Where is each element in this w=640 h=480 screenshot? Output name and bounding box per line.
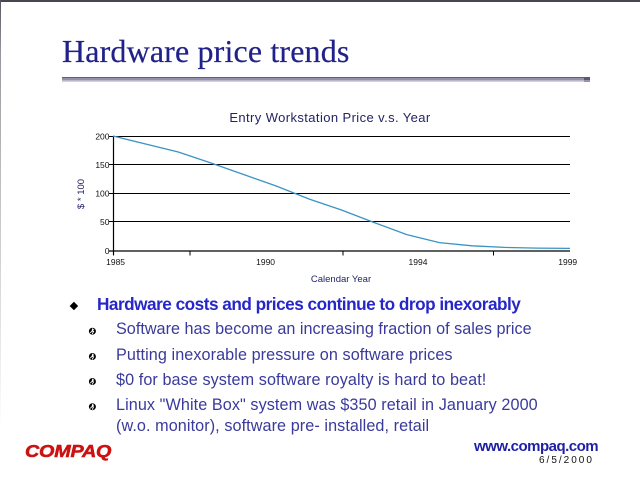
svg-text:1994: 1994: [409, 257, 428, 267]
svg-text:1985: 1985: [106, 257, 125, 267]
svg-text:0: 0: [105, 246, 110, 256]
svg-text:50: 50: [100, 217, 110, 227]
svg-text:Calendar Year: Calendar Year: [311, 274, 371, 285]
svg-text:100: 100: [95, 189, 109, 199]
svg-text:1990: 1990: [256, 257, 275, 267]
svg-text:200: 200: [95, 131, 109, 141]
svg-text:1999: 1999: [558, 257, 577, 267]
svg-text:Entry Workstation Price v.s. Y: Entry Workstation Price v.s. Year: [229, 110, 431, 125]
svg-text:150: 150: [95, 160, 109, 170]
svg-text:$ * 100: $ * 100: [76, 179, 87, 209]
